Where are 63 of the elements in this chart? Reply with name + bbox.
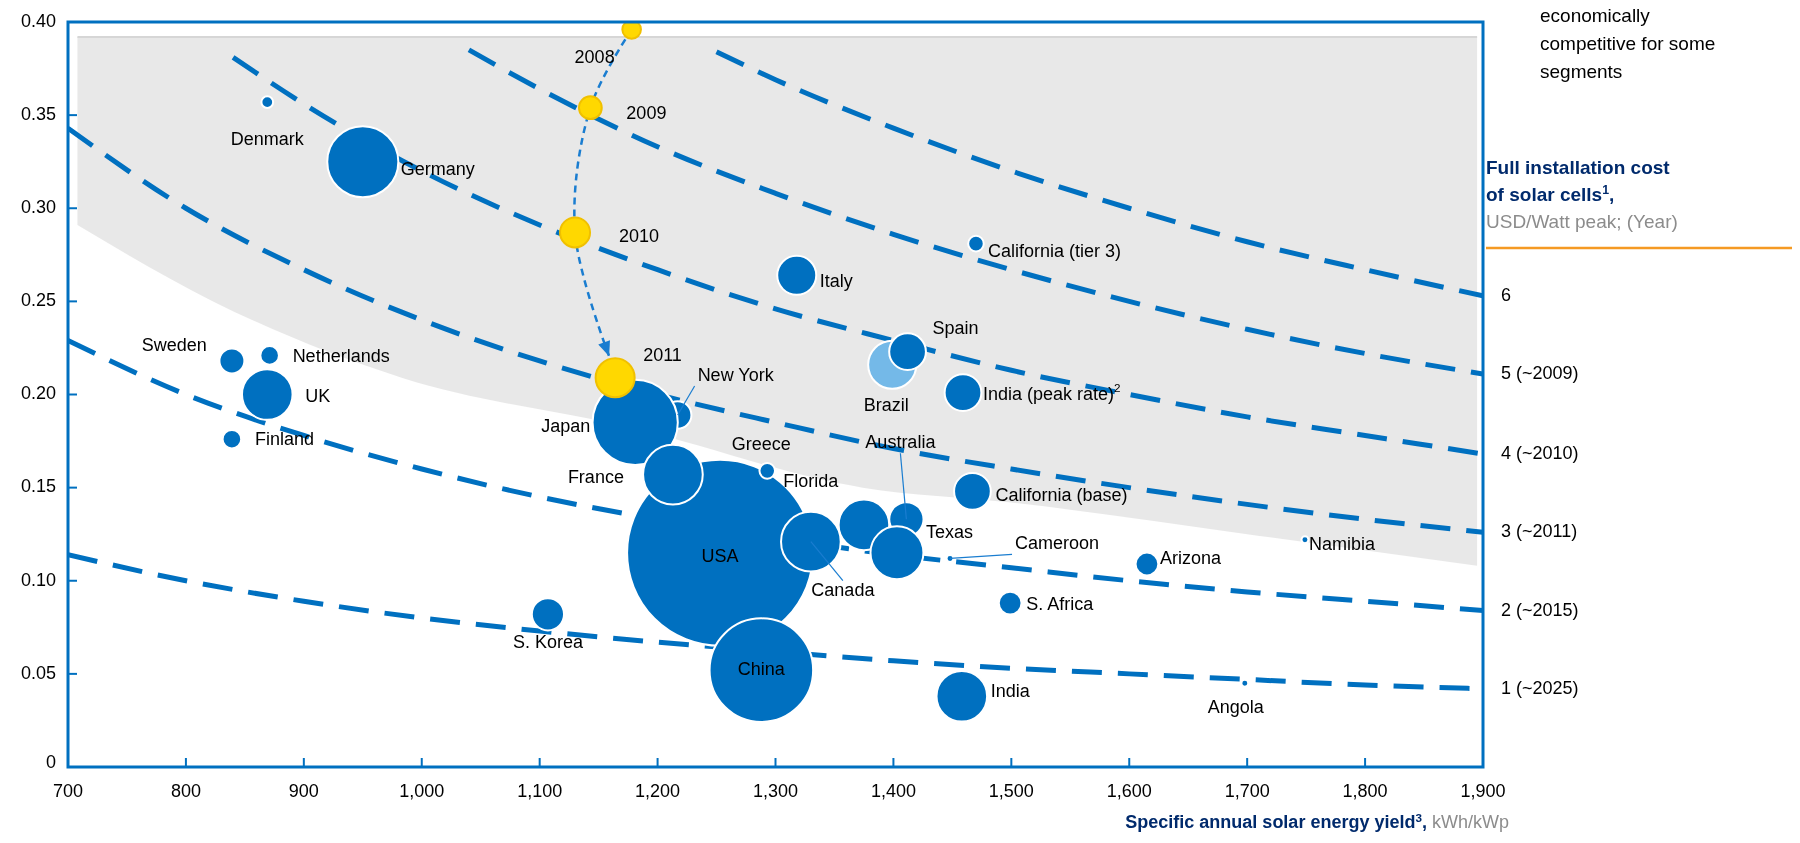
annotation: USA [701,545,739,566]
annotation: Australia [865,432,937,453]
x-tick-label: 1,900 [1460,781,1506,801]
x-tick-label: 900 [288,781,319,801]
series-label: 2 (~2015) [1501,599,1579,620]
annotation: Finland [254,428,314,449]
annotation: France [567,466,624,487]
annotation: Angola [1207,696,1265,717]
x-tick-label: 700 [52,781,84,801]
annotation: Texas [925,521,973,542]
annotation: India [990,680,1031,701]
series-label: 4 (~2010) [1501,442,1579,463]
annotation: Sweden [141,334,207,355]
y-tick-label: 0.15 [20,476,56,497]
y-tick-label: 0.35 [20,103,56,124]
x-tick-label: 1,600 [1106,781,1152,801]
x-tick-label: 1,500 [988,781,1034,801]
y-tick-label: 0.05 [20,662,56,683]
annotation: Germany [400,158,475,179]
series-label: 6 [1501,284,1512,305]
text: economically competitive for some segments [1540,5,1716,82]
annotation: China [737,658,786,679]
annotation: UK [305,385,331,406]
annotation: Florida [783,470,840,491]
annotation: 2008 [574,47,615,68]
annotation: Brazil [863,394,909,415]
annotation: Spain [932,317,979,338]
y-tick-label: 0.20 [20,383,56,404]
annotation: California (tier 3) [987,240,1122,261]
annotation: Namibia [1308,533,1376,554]
x-tick-label: 1,300 [752,781,799,801]
annotation: Arizona [1159,547,1222,568]
annotation: 2011 [643,344,682,365]
annotation: 2010 [619,226,660,247]
series-label: 5 (~2009) [1501,362,1579,383]
x-tick-label: 1,100 [517,781,563,801]
x-tick-label: 1,000 [399,781,445,801]
annotation: Netherlands [292,346,390,367]
annotation: S. Africa [1026,593,1095,614]
y-tick-label: 0.40 [20,10,56,31]
y-tick-label: 0 [45,751,56,772]
annotation: S. Korea [512,632,584,653]
annotation: Canada [811,579,876,600]
x-axis-title: Specific annual solar energy yield$^{3}$, kWh/kWp [1125,810,1509,832]
annotation: Cameroon [1015,533,1100,554]
x-tick-label: 1,700 [1224,781,1270,801]
annotation: Italy [819,271,853,292]
annotation: New York [697,364,775,385]
legend-title: Full installation cost of solar cells$^{1}$, USD/Watt peak; (Year) [1486,157,1678,232]
series-label: 1 (~2025) [1501,677,1579,698]
y-tick-label: 0.10 [20,569,56,590]
annotation: Japan [541,416,591,437]
x-tick-label: 1,800 [1342,781,1388,801]
annotation: Denmark [230,128,305,149]
y-tick-label: 0.25 [20,290,56,311]
x-tick-label: 1,400 [870,781,916,801]
annotation: 2009 [626,102,667,123]
x-tick-label: 800 [170,781,201,801]
series-label: 3 (~2011) [1501,521,1578,542]
y-tick-label: 0.30 [20,197,56,217]
annotation: Greece [731,433,791,454]
annotation: California (base) [995,485,1128,506]
x-tick-label: 1,200 [635,781,681,801]
